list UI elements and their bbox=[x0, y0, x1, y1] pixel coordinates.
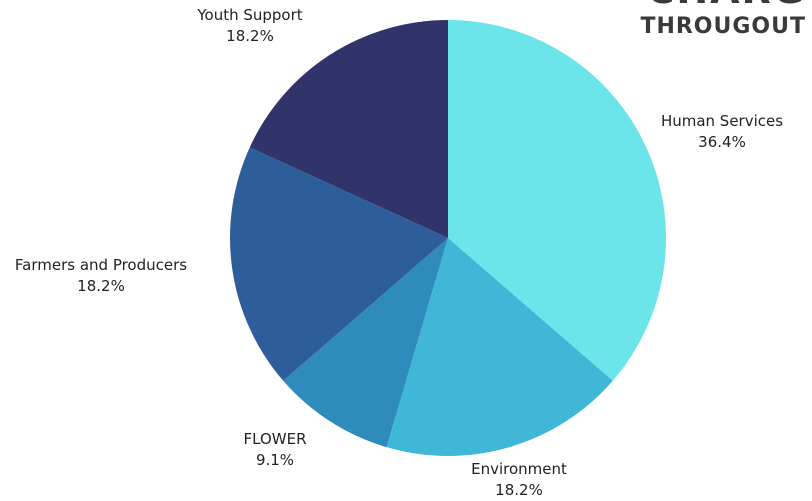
pie-slice-flower bbox=[283, 238, 448, 448]
slice-name: Youth Support bbox=[197, 6, 303, 24]
slice-name: Human Services bbox=[660, 112, 784, 130]
pie-slice-youth-support bbox=[249, 20, 448, 238]
pie-slice-environment bbox=[386, 238, 613, 456]
slice-name: Environment bbox=[471, 460, 567, 478]
pie-slice-human-services bbox=[448, 20, 666, 381]
slice-label-farmers-and-producers: Farmers and Producers 18.2% bbox=[15, 255, 187, 297]
heading-line-1: CHARG bbox=[646, 0, 806, 12]
slice-percent: 9.1% bbox=[255, 451, 295, 469]
pie-slice-farmers-and-producers bbox=[229, 147, 448, 381]
slice-name: FLOWER bbox=[243, 430, 307, 448]
slice-name: Farmers and Producers bbox=[14, 256, 188, 274]
heading-line-2: THROUGOUT bbox=[640, 14, 806, 39]
slice-percent: 18.2% bbox=[495, 481, 543, 499]
slice-label-youth-support: Youth Support 18.2% bbox=[197, 5, 302, 47]
slice-label-human-services: Human Services 36.4% bbox=[661, 111, 783, 153]
heading-clip: CHARG THROUGOUT bbox=[590, 0, 812, 46]
slice-label-environment: Environment 18.2% bbox=[471, 459, 567, 501]
slice-percent: 18.2% bbox=[77, 277, 125, 295]
slice-percent: 36.4% bbox=[698, 133, 746, 151]
slice-percent: 18.2% bbox=[226, 27, 274, 45]
slice-label-flower: FLOWER 9.1% bbox=[244, 429, 307, 471]
